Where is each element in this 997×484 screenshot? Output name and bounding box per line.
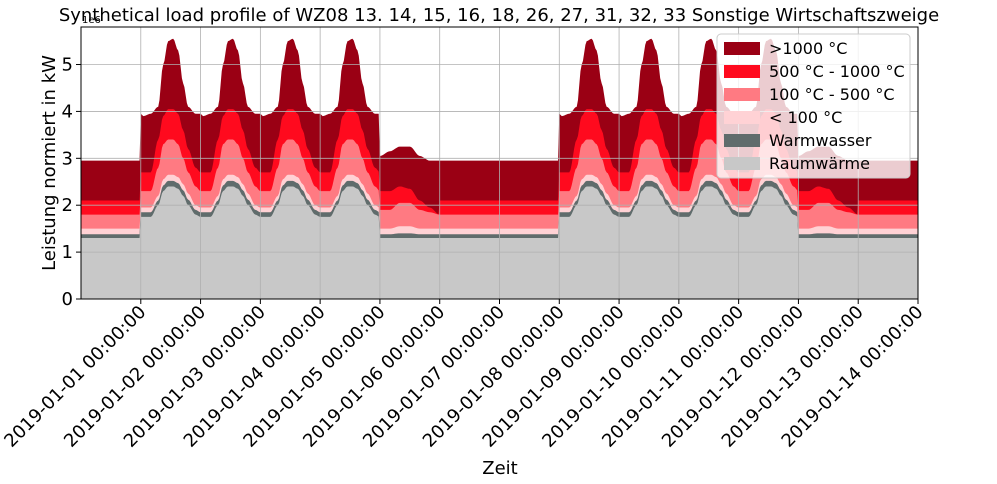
legend-label: Warmwasser bbox=[769, 131, 872, 150]
legend-swatch bbox=[724, 134, 760, 147]
y-tick-label: 3 bbox=[62, 148, 73, 169]
y-tick-label: 2 bbox=[62, 195, 73, 216]
y-tick-label: 5 bbox=[62, 55, 73, 76]
legend-box bbox=[716, 33, 911, 179]
y-axis: 0 1 2 3 4 5 bbox=[62, 55, 81, 310]
legend-swatch bbox=[724, 111, 760, 124]
y-scale-label: 1e6 bbox=[82, 15, 101, 26]
legend-label: < 100 °C bbox=[769, 108, 842, 127]
x-axis-label: Zeit bbox=[482, 458, 517, 479]
chart-title: Synthetical load profile of WZ08 13. 14,… bbox=[59, 5, 939, 26]
legend-swatch bbox=[724, 88, 760, 101]
legend-label: 100 °C - 500 °C bbox=[769, 85, 895, 104]
y-tick-label: 1 bbox=[62, 242, 73, 263]
legend-label: >1000 °C bbox=[769, 39, 847, 58]
legend-swatch bbox=[724, 42, 760, 55]
y-axis-label: Leistung normiert in kW bbox=[39, 55, 60, 271]
legend-label: Raumwärme bbox=[769, 154, 870, 173]
y-tick-label: 4 bbox=[62, 101, 73, 122]
legend-swatch bbox=[724, 65, 760, 78]
legend: >1000 °C 500 °C - 1000 °C 100 °C - 500 °C <… bbox=[716, 33, 911, 179]
legend-label: 500 °C - 1000 °C bbox=[769, 62, 905, 81]
y-tick-label: 0 bbox=[62, 289, 73, 310]
legend-swatch bbox=[724, 157, 760, 170]
